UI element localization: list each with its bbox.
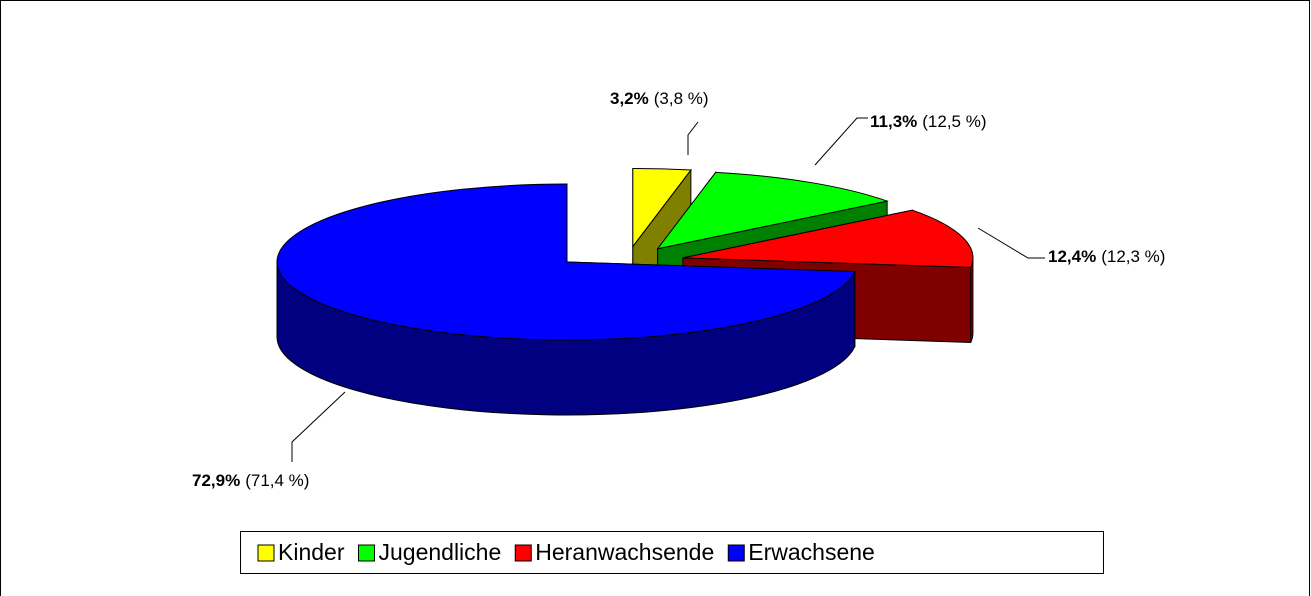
slice-wall xyxy=(970,257,974,343)
slice xyxy=(656,171,890,250)
leader-line xyxy=(687,121,699,155)
data-label-value: 3,2% xyxy=(610,89,649,108)
legend-swatch xyxy=(357,544,375,562)
legend-label: Erwachsene xyxy=(748,539,875,565)
data-label: 12,4% (12,3 %) xyxy=(1048,247,1165,266)
legend-swatch xyxy=(514,544,532,562)
data-label-value: 72,9% xyxy=(192,471,240,490)
slice xyxy=(632,167,692,248)
leader-line xyxy=(977,227,1045,259)
slice xyxy=(276,183,856,341)
data-label: 3,2% (3,8 %) xyxy=(610,89,709,108)
data-label-secondary: (3,8 %) xyxy=(654,89,709,108)
legend: Kinder Jugendliche Heranwachsende Erwachsen… xyxy=(257,539,875,565)
slice xyxy=(682,209,974,268)
legend-box xyxy=(240,531,1104,574)
labels: 3,2% (3,8 %) 11,3% (12,5 %) 12,4% (12,3 %) 72,… xyxy=(192,89,1165,490)
legend-label: Heranwachsende xyxy=(535,539,714,565)
data-label-secondary: (71,4 %) xyxy=(245,471,309,490)
data-label-secondary: (12,5 %) xyxy=(922,112,986,131)
leader-line xyxy=(814,117,868,166)
data-label-secondary: (12,3 %) xyxy=(1101,247,1165,266)
legend-label: Jugendliche xyxy=(378,539,501,565)
legend-swatch xyxy=(257,544,275,562)
data-label: 11,3% (12,5 %) xyxy=(870,112,987,131)
data-label-value: 11,3% xyxy=(870,112,917,131)
leader-line xyxy=(291,391,346,462)
pie xyxy=(276,167,974,416)
data-label: 72,9% (71,4 %) xyxy=(192,471,309,490)
legend-swatch xyxy=(727,544,745,562)
data-label-value: 12,4% xyxy=(1048,247,1096,266)
legend-label: Kinder xyxy=(278,539,345,565)
